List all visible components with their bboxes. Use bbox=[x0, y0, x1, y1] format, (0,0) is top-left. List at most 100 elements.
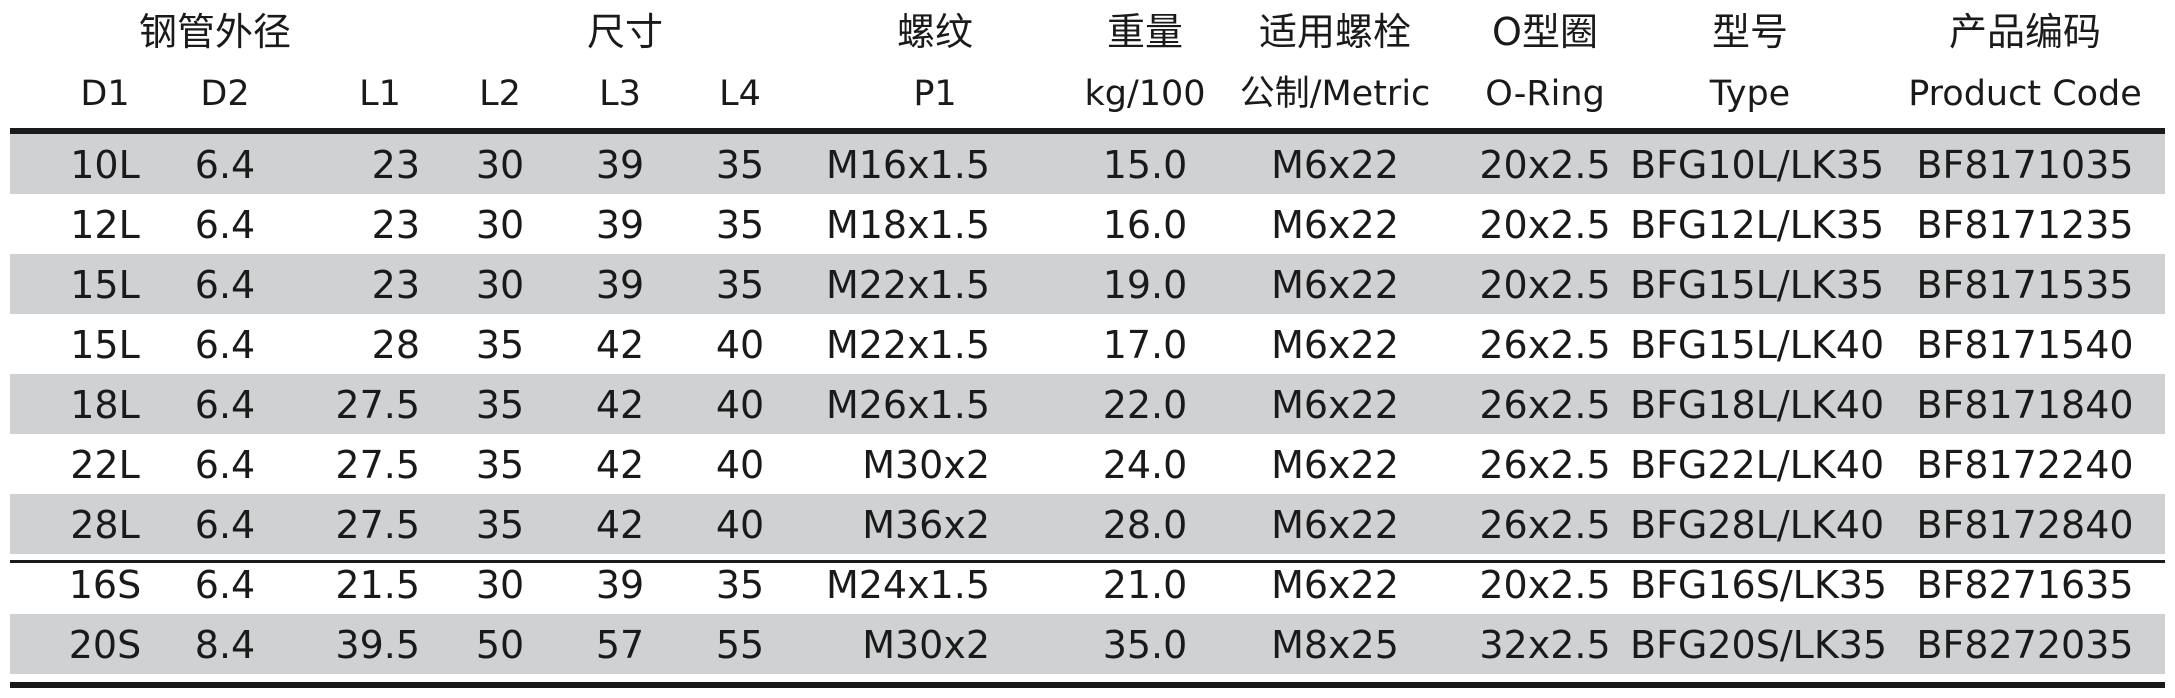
header-dimensions: 尺寸 bbox=[586, 10, 663, 54]
cell-weight: 17.0 bbox=[1102, 323, 1188, 367]
header-oring-en: O-Ring bbox=[1485, 74, 1605, 114]
header-bolt: 适用螺栓 bbox=[1258, 10, 1411, 54]
cell-l3: 42 bbox=[595, 443, 645, 487]
cell-weight: 28.0 bbox=[1102, 503, 1188, 547]
cell-l2: 35 bbox=[475, 503, 525, 547]
cell-d2: 6.4 bbox=[194, 263, 256, 307]
header-l3: L3 bbox=[599, 74, 641, 114]
cell-bolt: M6x22 bbox=[1271, 563, 1399, 607]
table-row: 12L 6.4 23 30 39 35 M18x1.5 16.0 M6x22 20x2.5 BFG1… bbox=[10, 194, 2165, 254]
cell-type: BFG22L/LK40 bbox=[1630, 443, 1885, 487]
cell-l4: 40 bbox=[715, 503, 765, 547]
cell-l2: 35 bbox=[475, 443, 525, 487]
cell-l4: 35 bbox=[715, 143, 765, 187]
cell-d1: 15L bbox=[70, 323, 140, 367]
bottom-rule bbox=[10, 682, 2165, 688]
cell-oring: 20x2.5 bbox=[1479, 203, 1611, 247]
cell-oring: 32x2.5 bbox=[1479, 623, 1611, 667]
cell-oring: 26x2.5 bbox=[1479, 323, 1611, 367]
table-row: 20S 8.4 39.5 50 57 55 M30x2 35.0 M8x25 32x2.5 BFG2… bbox=[10, 614, 2165, 674]
table-body: 10L 6.4 23 30 39 35 M16x1.5 15.0 M6x22 20x2.5 BFG1… bbox=[10, 134, 2165, 674]
cell-weight: 21.0 bbox=[1102, 563, 1188, 607]
cell-d2: 6.4 bbox=[194, 383, 256, 427]
spec-table: 钢管外径 尺寸 螺纹 重量 适用螺栓 O型圈 型号 产品编码 D1 D2 L1 … bbox=[10, 0, 2165, 698]
cell-l2: 35 bbox=[475, 383, 525, 427]
cell-p1: M36x2 bbox=[862, 503, 990, 547]
header-d2: D2 bbox=[200, 74, 250, 114]
cell-d2: 6.4 bbox=[194, 143, 256, 187]
cell-bolt: M8x25 bbox=[1271, 623, 1399, 667]
cell-bolt: M6x22 bbox=[1271, 443, 1399, 487]
table-row: 15L 6.4 28 35 42 40 M22x1.5 17.0 M6x22 26x2.5 BFG1… bbox=[10, 314, 2165, 374]
cell-weight: 19.0 bbox=[1102, 263, 1188, 307]
table-row: 22L 6.4 27.5 35 42 40 M30x2 24.0 M6x22 26x2.5 BFG2… bbox=[10, 434, 2165, 494]
cell-p1: M22x1.5 bbox=[825, 263, 990, 307]
cell-l1: 21.5 bbox=[335, 563, 420, 607]
cell-bolt: M6x22 bbox=[1271, 323, 1399, 367]
cell-l3: 42 bbox=[595, 503, 645, 547]
cell-code: BF8171540 bbox=[1916, 323, 2134, 367]
cell-d2: 6.4 bbox=[194, 323, 256, 367]
cell-p1: M26x1.5 bbox=[825, 383, 990, 427]
cell-d2: 8.4 bbox=[194, 623, 256, 667]
cell-bolt: M6x22 bbox=[1271, 143, 1399, 187]
cell-d1: 10L bbox=[70, 143, 140, 187]
cell-l3: 39 bbox=[595, 563, 645, 607]
cell-oring: 20x2.5 bbox=[1479, 563, 1611, 607]
cell-oring: 26x2.5 bbox=[1479, 383, 1611, 427]
header-sub-row: D1 D2 L1 L2 L3 L4 P1 kg/100 公制/Metric O-… bbox=[10, 64, 2165, 124]
table-row: 10L 6.4 23 30 39 35 M16x1.5 15.0 M6x22 20x2.5 BFG1… bbox=[10, 134, 2165, 194]
group-divider bbox=[10, 560, 2165, 563]
cell-weight: 35.0 bbox=[1102, 623, 1188, 667]
cell-l4: 35 bbox=[715, 203, 765, 247]
cell-weight: 22.0 bbox=[1102, 383, 1188, 427]
cell-l4: 40 bbox=[715, 443, 765, 487]
cell-type: BFG15L/LK40 bbox=[1630, 323, 1885, 367]
cell-l1: 27.5 bbox=[335, 383, 420, 427]
cell-l3: 57 bbox=[595, 623, 645, 667]
cell-bolt: M6x22 bbox=[1271, 383, 1399, 427]
cell-type: BFG12L/LK35 bbox=[1630, 203, 1885, 247]
cell-d1: 15L bbox=[70, 263, 140, 307]
cell-l4: 40 bbox=[715, 383, 765, 427]
cell-l3: 39 bbox=[595, 143, 645, 187]
cell-bolt: M6x22 bbox=[1271, 263, 1399, 307]
cell-oring: 26x2.5 bbox=[1479, 443, 1611, 487]
table-row: 15L 6.4 23 30 39 35 M22x1.5 19.0 M6x22 20x2.5 BFG1… bbox=[10, 254, 2165, 314]
cell-type: BFG10L/LK35 bbox=[1630, 143, 1885, 187]
cell-d1: 28L bbox=[70, 503, 140, 547]
cell-d2: 6.4 bbox=[194, 443, 256, 487]
cell-l2: 30 bbox=[475, 563, 525, 607]
cell-p1: M30x2 bbox=[862, 443, 990, 487]
cell-l4: 35 bbox=[715, 263, 765, 307]
table-row: 16S 6.4 21.5 30 39 35 M24x1.5 21.0 M6x22 20x2.5 BF… bbox=[10, 554, 2165, 614]
cell-l1: 23 bbox=[371, 263, 420, 307]
cell-l2: 30 bbox=[475, 263, 525, 307]
cell-d1: 20S bbox=[68, 623, 142, 667]
cell-p1: M16x1.5 bbox=[825, 143, 990, 187]
header-l2: L2 bbox=[479, 74, 521, 114]
cell-l4: 55 bbox=[715, 623, 765, 667]
cell-weight: 24.0 bbox=[1102, 443, 1188, 487]
cell-l1: 28 bbox=[371, 323, 420, 367]
cell-type: BFG16S/LK35 bbox=[1630, 563, 1888, 607]
cell-l3: 39 bbox=[595, 263, 645, 307]
cell-bolt: M6x22 bbox=[1271, 203, 1399, 247]
cell-code: BF8171535 bbox=[1916, 263, 2134, 307]
cell-oring: 26x2.5 bbox=[1479, 503, 1611, 547]
cell-p1: M24x1.5 bbox=[825, 563, 990, 607]
header-bolt-metric: 公制/Metric bbox=[1239, 74, 1431, 114]
cell-l3: 39 bbox=[595, 203, 645, 247]
cell-l1: 39.5 bbox=[335, 623, 420, 667]
cell-l4: 40 bbox=[715, 323, 765, 367]
cell-code: BF8272035 bbox=[1916, 623, 2134, 667]
cell-type: BFG15L/LK35 bbox=[1630, 263, 1885, 307]
cell-d2: 6.4 bbox=[194, 503, 256, 547]
header-group-row: 钢管外径 尺寸 螺纹 重量 适用螺栓 O型圈 型号 产品编码 bbox=[10, 2, 2165, 62]
header-weight: 重量 bbox=[1106, 10, 1183, 54]
cell-code: BF8172840 bbox=[1916, 503, 2134, 547]
cell-l2: 50 bbox=[475, 623, 525, 667]
cell-p1: M18x1.5 bbox=[825, 203, 990, 247]
header-weight-unit: kg/100 bbox=[1084, 74, 1206, 114]
cell-code: BF8271635 bbox=[1916, 563, 2134, 607]
